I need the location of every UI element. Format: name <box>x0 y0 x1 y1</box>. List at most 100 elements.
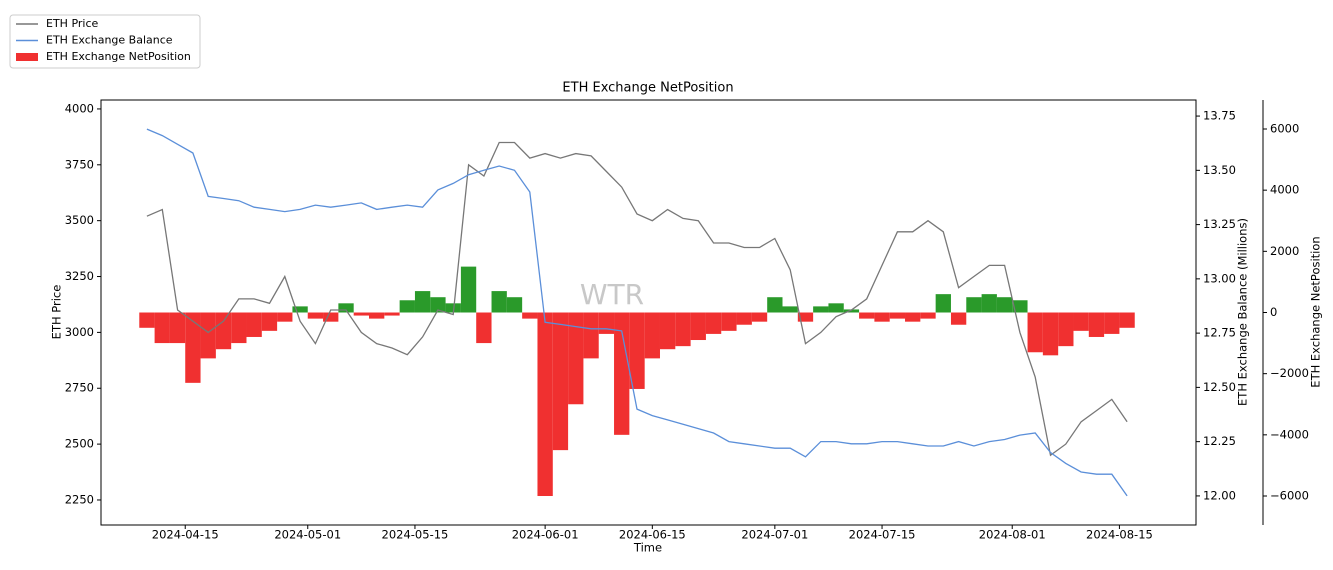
x-tick-label: 2024-08-15 <box>1086 528 1153 542</box>
bar <box>751 312 768 322</box>
bar <box>323 312 339 322</box>
bar <box>935 294 951 313</box>
bar <box>1012 300 1028 313</box>
bar <box>338 303 354 313</box>
yticks-tick-label: 2750 <box>65 381 94 395</box>
watermark: WTR <box>580 278 644 311</box>
bar <box>705 312 722 334</box>
x-tick-label: 2024-07-15 <box>849 528 916 542</box>
legend-label: ETH Price <box>46 17 99 30</box>
bar <box>292 306 308 313</box>
bar <box>353 312 370 316</box>
x-tick-label: 2024-05-15 <box>382 528 449 542</box>
bar <box>215 312 232 350</box>
x-tick-label: 2024-07-01 <box>741 528 808 542</box>
legend-swatch <box>16 53 38 61</box>
legend-label: ETH Exchange NetPosition <box>46 50 191 63</box>
bar <box>506 297 523 313</box>
x-tick-label: 2024-04-15 <box>152 528 219 542</box>
bar <box>1058 312 1074 347</box>
y3ticks-tick-label: −6000 <box>1270 489 1309 503</box>
bar <box>598 312 615 334</box>
x-tick-label: 2024-06-01 <box>512 528 579 542</box>
bar <box>813 306 829 313</box>
yticks-tick-label: 3250 <box>65 269 94 283</box>
line <box>146 141 1128 457</box>
bar <box>950 312 967 325</box>
y3ticks-tick-label: 4000 <box>1270 183 1299 197</box>
bar <box>797 312 814 322</box>
bar <box>920 312 936 319</box>
y3ticks-tick-label: 0 <box>1270 305 1277 319</box>
bar <box>414 291 431 313</box>
bar <box>889 312 906 319</box>
y2ticks-tick-label: 12.00 <box>1203 488 1236 502</box>
bar <box>874 312 890 322</box>
bar <box>659 312 676 350</box>
bar <box>1119 312 1135 328</box>
bar <box>1104 312 1120 334</box>
y3ticks-tick-label: 2000 <box>1270 244 1299 258</box>
bar <box>721 312 737 331</box>
x-axis-label: Time <box>633 541 662 555</box>
bar <box>859 312 875 319</box>
x-tick-label: 2024-05-01 <box>274 528 341 542</box>
bar <box>552 312 569 451</box>
bar <box>981 294 997 313</box>
bar <box>843 309 860 313</box>
y2ticks-tick-label: 12.50 <box>1203 380 1236 394</box>
line <box>146 128 1128 497</box>
bar <box>369 312 385 319</box>
bar <box>399 300 415 313</box>
plot-frame <box>100 99 1197 526</box>
bar <box>1042 312 1059 356</box>
bar <box>307 312 324 319</box>
bar <box>1027 312 1043 353</box>
y2ticks-tick-label: 13.75 <box>1203 109 1236 123</box>
bar <box>460 266 477 313</box>
bar <box>767 297 783 313</box>
bar <box>476 312 492 344</box>
bar <box>996 297 1013 313</box>
yticks-tick-label: 3000 <box>65 325 94 339</box>
legend-label: ETH Exchange Balance <box>46 34 173 47</box>
bar <box>614 312 630 435</box>
bar <box>154 312 170 344</box>
y2ticks-tick-label: 13.25 <box>1203 217 1236 231</box>
bar <box>200 312 216 359</box>
bar <box>629 312 645 389</box>
y2ticks-tick-label: 13.50 <box>1203 163 1236 177</box>
bar <box>568 312 584 405</box>
bar <box>905 312 921 322</box>
bar <box>966 297 982 313</box>
bar <box>246 312 262 337</box>
x-tick-label: 2024-08-01 <box>979 528 1046 542</box>
bar <box>537 312 553 497</box>
y2ticks-tick-label: 13.00 <box>1203 271 1236 285</box>
y3ticks-tick-label: −2000 <box>1270 366 1309 380</box>
yticks-tick-label: 3750 <box>65 157 94 171</box>
bar <box>522 312 538 319</box>
bar <box>277 312 293 322</box>
bar <box>430 297 446 313</box>
bar <box>675 312 691 347</box>
bar <box>690 312 706 341</box>
yticks-tick-label: 3500 <box>65 213 94 227</box>
bar <box>736 312 752 325</box>
legend-box <box>9 14 201 69</box>
y2ticks-tick-label: 12.75 <box>1203 326 1236 340</box>
bar <box>644 312 660 359</box>
bar <box>261 312 278 331</box>
y3-axis-label: ETH Exchange NetPosition <box>1309 236 1323 387</box>
y-axis-label: ETH Price <box>50 285 64 340</box>
chart-title: ETH Exchange NetPosition <box>562 81 733 96</box>
y2-axis-label: ETH Exchange Balance (Millions) <box>1236 218 1250 406</box>
bar <box>491 291 507 313</box>
bar <box>1073 312 1089 331</box>
yticks-tick-label: 2500 <box>65 437 94 451</box>
x-tick-label: 2024-06-15 <box>619 528 686 542</box>
yticks-tick-label: 4000 <box>65 101 94 115</box>
yticks-tick-label: 2250 <box>65 492 94 506</box>
y3ticks-tick-label: 6000 <box>1270 121 1299 135</box>
